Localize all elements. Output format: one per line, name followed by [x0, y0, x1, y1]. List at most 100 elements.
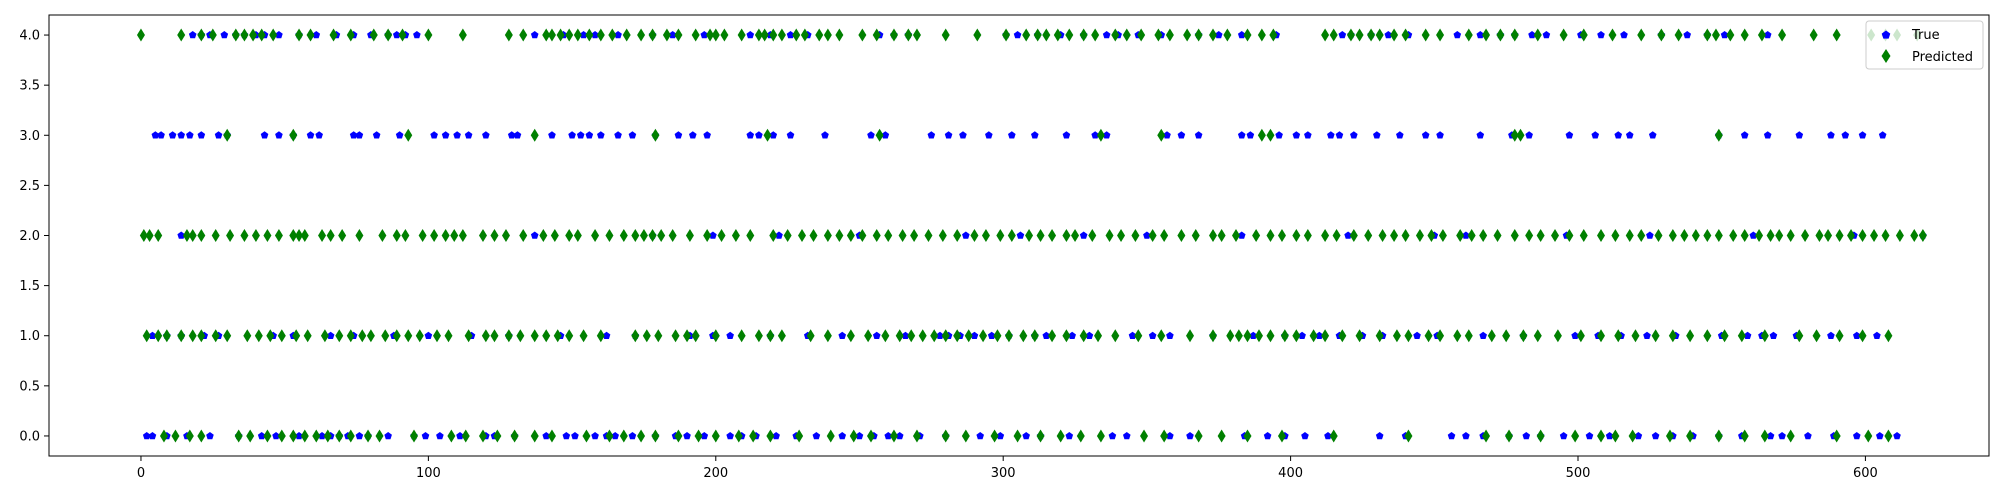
predicted-point	[706, 28, 715, 42]
predicted-point	[1234, 329, 1243, 343]
predicted-point	[884, 229, 893, 242]
predicted-point	[703, 229, 712, 242]
predicted-point	[1812, 329, 1821, 343]
predicted-point	[1338, 329, 1347, 343]
true-point	[1591, 131, 1600, 139]
predicted-point	[1131, 229, 1140, 242]
predicted-point	[478, 229, 487, 242]
predicted-point	[1628, 429, 1637, 443]
predicted-point	[657, 229, 666, 242]
true-point	[1301, 431, 1309, 440]
predicted-point	[289, 229, 298, 242]
predicted-point	[510, 429, 519, 443]
predicted-point	[1375, 28, 1384, 42]
predicted-point	[1691, 229, 1700, 242]
predicted-point	[990, 429, 999, 443]
true-point	[1763, 31, 1772, 39]
predicted-point	[246, 429, 255, 443]
predicted-point	[274, 229, 283, 242]
predicted-point	[1392, 329, 1401, 343]
predicted-point	[835, 28, 844, 42]
predicted-point	[910, 229, 919, 242]
y-tick-label: 0.5	[19, 379, 40, 394]
true-point	[1102, 131, 1111, 139]
predicted-point	[289, 128, 298, 142]
predicted-point	[211, 329, 220, 343]
predicted-point	[547, 429, 556, 443]
predicted-point	[197, 229, 206, 242]
predicted-point	[300, 429, 309, 443]
true-point	[936, 331, 944, 339]
predicted-point	[1191, 229, 1200, 242]
true-point	[1827, 331, 1835, 339]
true-point	[562, 431, 571, 440]
predicted-point	[1778, 28, 1787, 42]
predicted-point	[1755, 229, 1764, 242]
predicted-point	[1493, 229, 1502, 242]
predicted-point	[208, 28, 217, 42]
predicted-point	[542, 329, 551, 343]
x-tick-label: 300	[991, 466, 1016, 481]
predicted-point	[415, 329, 424, 343]
predicted-point	[996, 229, 1005, 242]
predicted-point	[1157, 329, 1166, 343]
predicted-point	[1025, 229, 1034, 242]
predicted-point	[1243, 429, 1252, 443]
predicted-point	[369, 28, 378, 42]
predicted-point	[1404, 429, 1413, 443]
predicted-point	[1096, 128, 1105, 142]
true-point	[1068, 331, 1076, 339]
predicted-point	[1703, 229, 1712, 242]
predicted-point	[1183, 28, 1192, 42]
predicted-point	[1565, 229, 1574, 242]
predicted-point	[404, 128, 413, 142]
predicted-point	[1079, 329, 1088, 343]
predicted-point	[875, 128, 884, 142]
predicted-point	[777, 329, 786, 343]
predicted-point	[1303, 229, 1312, 242]
predicted-point	[1711, 28, 1720, 42]
true-point	[1841, 131, 1850, 139]
predicted-point	[1091, 28, 1100, 42]
predicted-point	[1597, 329, 1605, 343]
predicted-point	[1231, 229, 1240, 242]
true-point	[746, 131, 755, 139]
predicted-point	[277, 329, 286, 343]
true-point	[1648, 131, 1657, 139]
predicted-point	[177, 28, 186, 42]
predicted-point	[731, 229, 740, 242]
predicted-point	[605, 229, 614, 242]
predicted-point	[981, 229, 990, 242]
predicted-point	[1154, 28, 1163, 42]
true-point	[1249, 331, 1258, 339]
predicted-point	[1194, 28, 1203, 42]
predicted-point	[1795, 329, 1804, 343]
true-point	[1102, 31, 1111, 39]
data-marks	[136, 28, 1927, 443]
predicted-point	[464, 329, 473, 343]
predicted-point	[1269, 28, 1278, 42]
predicted-point	[441, 229, 450, 242]
predicted-point	[226, 229, 235, 242]
predicted-point	[1740, 429, 1749, 443]
true-point	[1143, 231, 1151, 239]
predicted-point	[1062, 229, 1071, 242]
true-point	[987, 331, 996, 339]
true-point	[530, 231, 539, 239]
true-point	[579, 31, 588, 39]
predicted-point	[493, 429, 502, 443]
true-point	[1177, 131, 1186, 139]
true-point	[206, 431, 214, 440]
true-point	[1065, 431, 1074, 440]
predicted-point	[1364, 229, 1373, 242]
predicted-point	[1729, 229, 1738, 242]
true-point	[1166, 431, 1174, 440]
true-point	[257, 431, 266, 440]
predicted-point	[648, 28, 657, 42]
true-point	[1852, 331, 1861, 339]
true-point	[1085, 331, 1094, 339]
predicted-point	[1757, 28, 1766, 42]
predicted-point	[1910, 229, 1919, 242]
predicted-point	[1525, 229, 1534, 242]
